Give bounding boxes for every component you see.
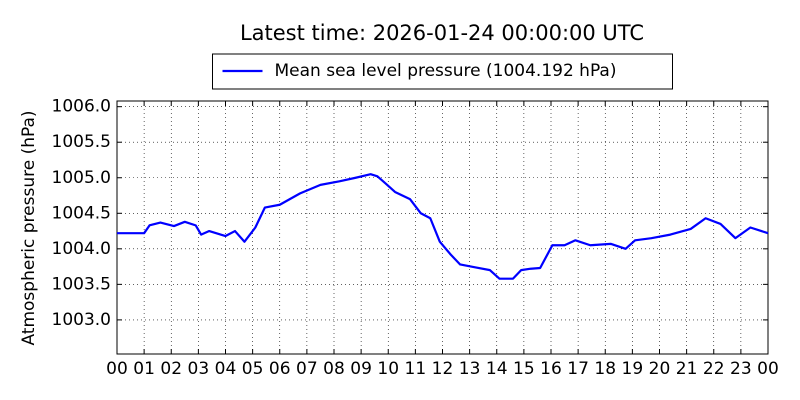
x-tick-label: 03 <box>188 359 210 379</box>
x-tick-label: 02 <box>160 359 182 379</box>
x-tick-label: 18 <box>594 359 616 379</box>
x-tick-label: 00 <box>106 359 128 379</box>
y-tick-label: 1003.0 <box>52 310 111 330</box>
plot-frame <box>116 100 769 355</box>
x-tick-label: 11 <box>405 359 427 379</box>
x-tick-label: 20 <box>649 359 671 379</box>
x-tick-label: 06 <box>269 359 291 379</box>
x-tick-label: 12 <box>432 359 454 379</box>
x-tick-label: 01 <box>133 359 155 379</box>
y-tick-label: 1005.5 <box>52 132 111 152</box>
y-axis-label: Atmospheric pressure (hPa) <box>19 110 39 345</box>
x-tick-label: 17 <box>567 359 589 379</box>
line-series <box>117 173 769 280</box>
x-tick-label: 04 <box>215 359 237 379</box>
x-tick-label: 00 <box>757 359 779 379</box>
x-tick-label: 14 <box>486 359 508 379</box>
x-tick-label: 09 <box>350 359 372 379</box>
x-tick-label: 05 <box>242 359 264 379</box>
x-tick-label: 21 <box>676 359 698 379</box>
y-tick-label: 1004.0 <box>52 239 111 259</box>
x-tick-label: 23 <box>730 359 752 379</box>
y-tick-label: 1004.5 <box>52 203 111 223</box>
chart-title: Latest time: 2026-01-24 00:00:00 UTC <box>240 21 644 45</box>
x-tick-label: 07 <box>296 359 318 379</box>
x-tick-label: 08 <box>323 359 345 379</box>
x-tick-label: 13 <box>459 359 481 379</box>
x-tick-label: 10 <box>377 359 399 379</box>
y-tick-label: 1006.0 <box>52 97 111 117</box>
legend-label: Mean sea level pressure (1004.192 hPa) <box>275 61 617 81</box>
y-tick-label: 1005.0 <box>52 168 111 188</box>
y-tick-label: 1003.5 <box>52 274 111 294</box>
x-tick-label: 15 <box>513 359 535 379</box>
x-tick-label: 22 <box>703 359 725 379</box>
x-tick-label: 16 <box>540 359 562 379</box>
legend-box <box>212 53 673 90</box>
x-tick-label: 19 <box>622 359 644 379</box>
